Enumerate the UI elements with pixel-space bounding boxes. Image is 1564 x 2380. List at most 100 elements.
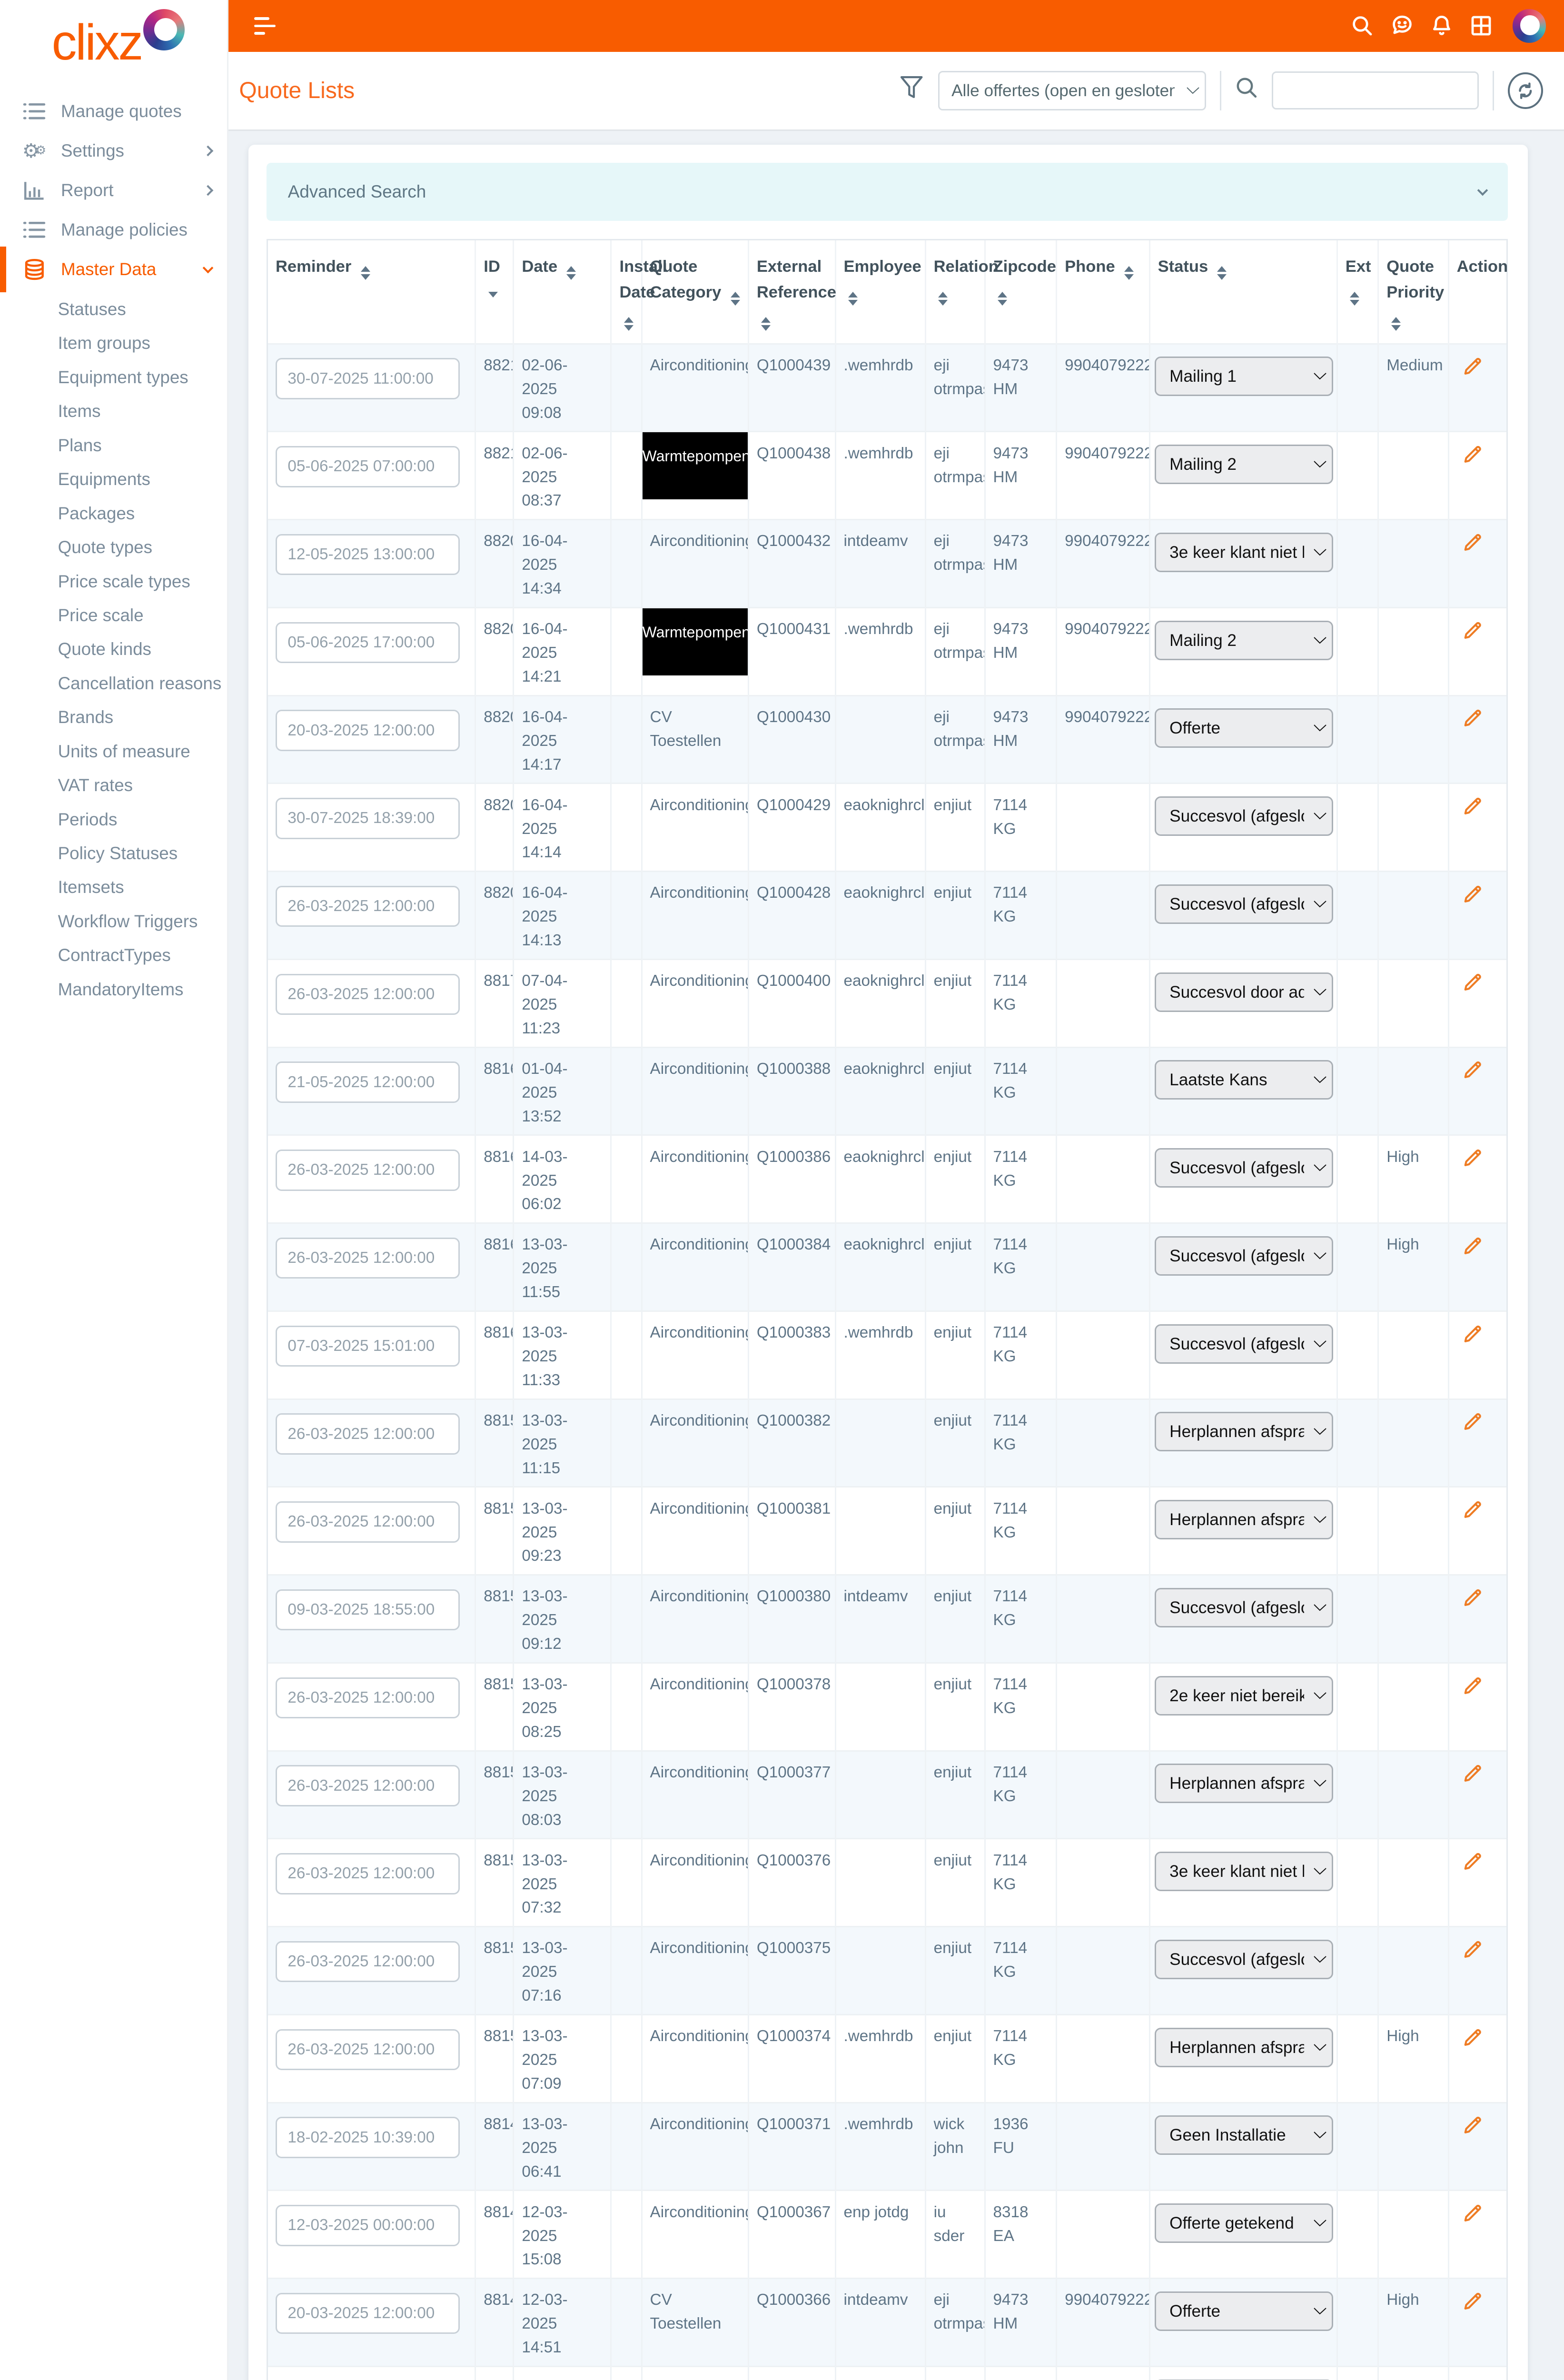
reminder-input[interactable] (275, 1941, 460, 1983)
sidebar-item-manage-policies[interactable]: Manage policies (0, 210, 227, 250)
status-select[interactable]: Herplannen afspraak (1155, 1412, 1333, 1452)
sort-icon[interactable] (730, 292, 740, 306)
sidebar-subitem-periods[interactable]: Periods (58, 809, 118, 829)
sidebar-subitem-brands[interactable]: Brands (58, 707, 114, 727)
edit-pencil-icon[interactable] (1463, 1413, 1483, 1436)
sidebar-subitem-mandatoryitems[interactable]: MandatoryItems (58, 979, 184, 999)
sidebar-subitem-plans[interactable]: Plans (58, 435, 102, 455)
sidebar-subitem-equipments[interactable]: Equipments (58, 469, 150, 489)
reminder-input[interactable] (275, 2205, 460, 2246)
edit-pencil-icon[interactable] (1463, 1149, 1483, 1172)
sidebar-subitem-units-of-measure[interactable]: Units of measure (58, 741, 190, 761)
sort-icon[interactable] (624, 317, 634, 331)
sidebar-subitem-vat-rates[interactable]: VAT rates (58, 775, 133, 795)
sidebar-subitem-itemsets[interactable]: Itemsets (58, 877, 124, 897)
status-select[interactable]: Succesvol door advi (1155, 972, 1333, 1012)
status-select[interactable]: Succesvol (afgeslote (1155, 1939, 1333, 1979)
reminder-input[interactable] (275, 2029, 460, 2071)
search-input[interactable] (1272, 71, 1479, 110)
column-header-reminder[interactable]: Reminder (267, 240, 476, 344)
status-select[interactable]: Offerte (1155, 708, 1333, 748)
sidebar-item-settings[interactable]: ⚙ ⚙ Settings (0, 131, 227, 170)
edit-pencil-icon[interactable] (1463, 1677, 1483, 1699)
filter-funnel-icon[interactable] (899, 74, 924, 108)
column-header-install-date[interactable]: Install Date (611, 240, 667, 344)
edit-pencil-icon[interactable] (1463, 710, 1483, 732)
sort-icon[interactable] (566, 266, 576, 280)
reminder-input[interactable] (275, 885, 460, 927)
status-select[interactable]: Herplannen afspraak (1155, 1500, 1333, 1540)
edit-pencil-icon[interactable] (1463, 2117, 1483, 2139)
sidebar-item-master-data[interactable]: Master Data (0, 247, 227, 293)
advanced-search-toggle[interactable]: Advanced Search (266, 163, 1508, 221)
status-select[interactable]: Geen Installatie (1155, 2115, 1333, 2155)
reminder-input[interactable] (275, 1501, 460, 1543)
logo[interactable]: clixz (0, 0, 227, 79)
reminder-input[interactable] (275, 622, 460, 664)
edit-pencil-icon[interactable] (1463, 1325, 1483, 1348)
reminder-input[interactable] (275, 798, 460, 839)
status-select[interactable]: Succesvol (afgeslote (1155, 796, 1333, 836)
sort-icon[interactable] (360, 266, 370, 280)
user-avatar[interactable] (1512, 9, 1546, 43)
reminder-input[interactable] (275, 2292, 460, 2334)
status-select[interactable]: Offerte getekend (1155, 2203, 1333, 2243)
edit-pencil-icon[interactable] (1463, 1237, 1483, 1259)
status-select[interactable]: Herplannen afspraak (1155, 2027, 1333, 2067)
reminder-input[interactable] (275, 1325, 460, 1367)
sidebar-subitem-contracttypes[interactable]: ContractTypes (58, 945, 171, 965)
edit-pencil-icon[interactable] (1463, 797, 1483, 820)
reminder-input[interactable] (275, 710, 460, 751)
edit-pencil-icon[interactable] (1463, 2292, 1483, 2315)
reminder-input[interactable] (275, 1237, 460, 1279)
edit-pencil-icon[interactable] (1463, 1061, 1483, 1084)
grid-icon[interactable] (1470, 14, 1493, 37)
column-header-relation[interactable]: Relation (925, 240, 999, 344)
sidebar-subitem-item-groups[interactable]: Item groups (58, 333, 150, 353)
sidebar-subitem-statuses[interactable]: Statuses (58, 299, 126, 319)
sidebar-subitem-price-scale[interactable]: Price scale (58, 605, 144, 625)
status-select[interactable]: Mailing 1 (1155, 357, 1333, 397)
reminder-input[interactable] (275, 1677, 460, 1719)
reminder-input[interactable] (275, 1589, 460, 1631)
sidebar-subitem-packages[interactable]: Packages (58, 503, 135, 523)
sidebar-subitem-cancellation-reasons[interactable]: Cancellation reasons (58, 673, 222, 693)
status-select[interactable]: Mailing 2 (1155, 620, 1333, 660)
reminder-input[interactable] (275, 1853, 460, 1894)
sidebar-subitem-items[interactable]: Items (58, 401, 101, 421)
sort-icon[interactable] (1350, 292, 1360, 306)
column-header-zipcode[interactable]: Zipcode (985, 240, 1058, 344)
reminder-input[interactable] (275, 1765, 460, 1806)
edit-pencil-icon[interactable] (1463, 885, 1483, 908)
refresh-icon[interactable] (1508, 72, 1543, 109)
edit-pencil-icon[interactable] (1463, 1589, 1483, 1611)
reminder-input[interactable] (275, 1150, 460, 1191)
edit-pencil-icon[interactable] (1463, 2029, 1483, 2051)
reminder-input[interactable] (275, 2117, 460, 2158)
status-select[interactable]: Mailing 2 (1155, 445, 1333, 485)
edit-pencil-icon[interactable] (1463, 973, 1483, 996)
column-header-status[interactable]: Status (1149, 240, 1338, 344)
status-select[interactable]: Succesvol (afgeslote (1155, 1236, 1333, 1276)
column-header-ext[interactable]: Ext (1337, 240, 1379, 344)
status-select[interactable]: Succesvol (afgeslote (1155, 1324, 1333, 1364)
hamburger-menu-icon[interactable] (254, 17, 276, 35)
chat-icon[interactable] (1391, 14, 1414, 37)
column-header-date[interactable]: Date (513, 240, 612, 344)
sidebar-subitem-quote-types[interactable]: Quote types (58, 537, 153, 557)
status-select[interactable]: Succesvol (afgeslote (1155, 1148, 1333, 1188)
offers-filter-select[interactable]: Alle offertes (open en gesloten) (938, 70, 1207, 110)
column-header-external-reference[interactable]: External Reference (748, 240, 836, 344)
sort-icon[interactable] (761, 317, 771, 331)
sort-icon[interactable] (848, 292, 858, 306)
edit-pencil-icon[interactable] (1463, 1501, 1483, 1524)
column-header-quote-category[interactable]: Quote Category (642, 240, 749, 344)
status-select[interactable]: 2e keer niet bereikt (1155, 1676, 1333, 1716)
sidebar-item-manage-quotes[interactable]: Manage quotes (0, 91, 227, 131)
search-icon[interactable] (1351, 14, 1374, 37)
edit-pencil-icon[interactable] (1463, 358, 1483, 380)
edit-pencil-icon[interactable] (1463, 534, 1483, 556)
edit-pencil-icon[interactable] (1463, 1853, 1483, 1875)
sidebar-subitem-workflow-triggers[interactable]: Workflow Triggers (58, 911, 198, 931)
column-header-quote-priority[interactable]: Quote Priority (1378, 240, 1449, 344)
